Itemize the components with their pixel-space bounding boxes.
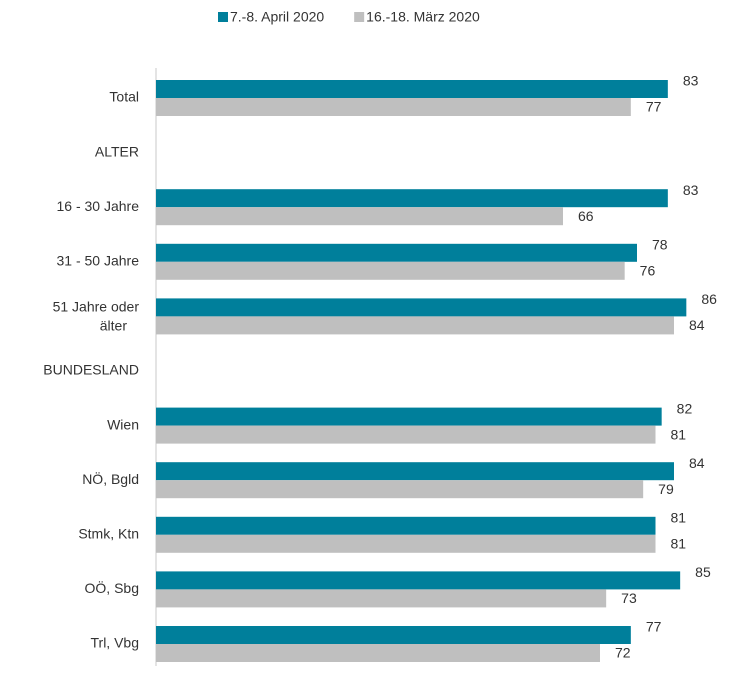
bar xyxy=(156,189,668,208)
category-label: Stmk, Ktn xyxy=(78,526,139,542)
value-label: 81 xyxy=(671,426,687,442)
value-label: 72 xyxy=(615,645,631,661)
category-label: BUNDESLAND xyxy=(43,362,139,378)
bar xyxy=(156,480,644,499)
value-label: 66 xyxy=(578,208,594,224)
value-label: 76 xyxy=(640,263,656,279)
bar xyxy=(156,298,687,317)
bar xyxy=(156,80,668,98)
value-label: 78 xyxy=(652,237,668,253)
category-label: 31 - 50 Jahre xyxy=(57,253,140,269)
bar xyxy=(156,626,631,644)
value-label: 79 xyxy=(658,481,674,497)
bar xyxy=(156,571,681,590)
bar xyxy=(156,243,637,262)
value-label: 82 xyxy=(677,400,693,416)
value-label: 83 xyxy=(683,73,699,89)
category-label: Trl, Vbg xyxy=(91,635,140,651)
bar xyxy=(156,425,656,444)
category-label: ALTER xyxy=(95,143,139,159)
value-label: 77 xyxy=(646,619,662,635)
bar xyxy=(156,261,625,280)
bar xyxy=(156,644,600,662)
legend-label: 16.-18. März 2020 xyxy=(366,9,480,25)
legend-label: 7.-8. April 2020 xyxy=(230,9,324,25)
value-label: 73 xyxy=(621,590,637,606)
value-label: 81 xyxy=(671,510,687,526)
category-label: Total xyxy=(109,89,139,105)
category-label: OÖ, Sbg xyxy=(85,579,139,596)
value-label: 83 xyxy=(683,182,699,198)
bar xyxy=(156,207,563,226)
value-label: 86 xyxy=(701,291,717,307)
bar xyxy=(156,462,674,481)
legend-swatch xyxy=(354,12,365,22)
bar xyxy=(156,589,607,608)
category-label: NÖ, Bgld xyxy=(82,470,139,487)
value-label: 84 xyxy=(689,317,705,333)
label-line: älter xyxy=(100,317,128,333)
value-label: 81 xyxy=(671,536,687,552)
value-label: 84 xyxy=(689,455,705,471)
bar xyxy=(156,407,662,426)
bar xyxy=(156,516,656,535)
legend-swatch xyxy=(218,12,228,22)
value-label: 77 xyxy=(646,99,662,115)
category-label: 16 - 30 Jahre xyxy=(57,198,140,214)
category-label: Wien xyxy=(107,416,139,432)
label-line: 51 Jahre oder xyxy=(53,298,140,314)
bar xyxy=(156,534,656,553)
value-label: 85 xyxy=(695,564,711,580)
bar xyxy=(156,316,674,335)
bar xyxy=(156,98,631,116)
category-label: 51 Jahre oder älter xyxy=(53,298,140,333)
